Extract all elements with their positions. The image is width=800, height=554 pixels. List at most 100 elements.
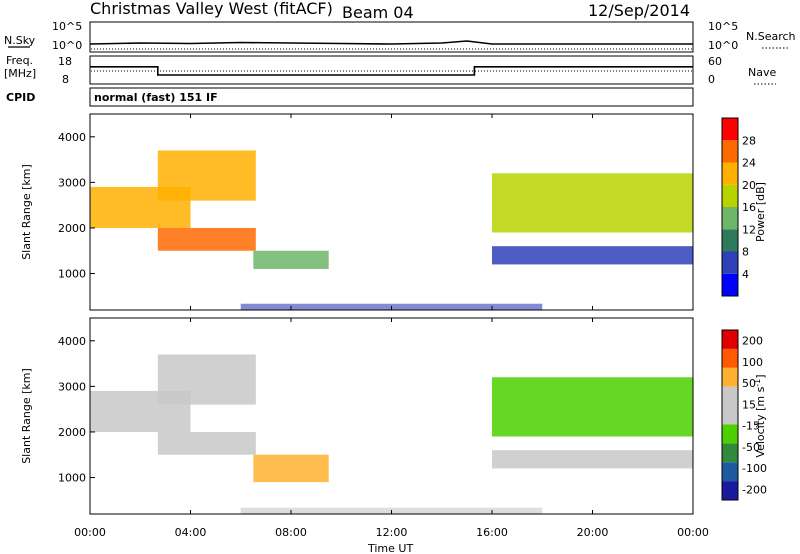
colorbar-tick-label: 8 bbox=[742, 246, 749, 259]
freq-tick-bottom: 8 bbox=[62, 73, 69, 86]
page-title: Christmas Valley West (fitACF) bbox=[90, 0, 333, 18]
nsky-axis-label: N.Sky bbox=[4, 34, 36, 47]
x-tick-label: 20:00 bbox=[577, 526, 609, 539]
freq-frame bbox=[89, 55, 694, 85]
y-tick-label: 2000 bbox=[58, 426, 86, 439]
colorbar-frame bbox=[721, 329, 739, 501]
colorbar-swatch bbox=[722, 184, 738, 207]
power-y-ticks: 1000 2000 3000 4000 bbox=[58, 131, 95, 281]
colorbar-tick-label: 100 bbox=[742, 356, 763, 369]
colorbar-swatch bbox=[722, 405, 738, 425]
nsky-tick-top: 10^5 bbox=[52, 20, 82, 33]
colorbar-swatch bbox=[722, 118, 738, 141]
heatmap-cell bbox=[253, 454, 329, 483]
velocity-colorbar-label: Velocity [m s-1] bbox=[753, 374, 767, 457]
colorbar-tick-label: 16 bbox=[742, 201, 756, 214]
x-tick-label: 12:00 bbox=[376, 526, 408, 539]
colorbar-swatch bbox=[722, 424, 738, 444]
nave-tick-bottom: 0 bbox=[708, 73, 715, 86]
y-tick-label: 1000 bbox=[58, 472, 86, 485]
colorbar-swatch bbox=[722, 443, 738, 463]
colorbar-swatch bbox=[722, 481, 738, 500]
colorbar-swatch bbox=[722, 367, 738, 387]
nsearch-tick-top: 10^5 bbox=[708, 20, 738, 33]
colorbar-tick-label: 20 bbox=[742, 179, 756, 192]
colorbar-tick-label: 4 bbox=[742, 268, 749, 281]
beam-label: Beam 04 bbox=[342, 3, 414, 22]
y-tick-label: 2000 bbox=[58, 222, 86, 235]
power-colorbar: 4 8 12 16 20 24 28 bbox=[721, 117, 756, 297]
y-tick-label: 3000 bbox=[58, 176, 86, 189]
colorbar-swatch bbox=[722, 386, 738, 406]
nsearch-axis-label: N.Search bbox=[746, 30, 796, 43]
colorbar-swatch bbox=[722, 330, 738, 349]
heatmap-cell bbox=[157, 227, 256, 251]
heatmap-cell bbox=[492, 377, 693, 437]
date-label: 12/Sep/2014 bbox=[588, 1, 690, 20]
colorbar-tick-label: 50 bbox=[742, 377, 756, 390]
colorbar-swatch bbox=[722, 207, 738, 230]
colorbar-tick-label: -15 bbox=[742, 420, 760, 433]
colorbar-swatch bbox=[722, 462, 738, 482]
x-tick-label: 16:00 bbox=[476, 526, 508, 539]
colorbar-swatch bbox=[722, 229, 738, 252]
colorbar-swatch bbox=[722, 140, 738, 163]
heatmap-cell bbox=[157, 354, 256, 405]
colorbar-swatch bbox=[722, 251, 738, 274]
velocity-heatmap bbox=[90, 354, 693, 514]
heatmap-cell bbox=[253, 250, 329, 269]
nsearch-tick-bottom: 10^0 bbox=[708, 39, 738, 52]
colorbar-swatch bbox=[722, 162, 738, 185]
x-tick-label: 08:00 bbox=[275, 526, 307, 539]
x-tick-label: 00:00 bbox=[74, 526, 106, 539]
velocity-y-axis-label: Slant Range [km] bbox=[20, 368, 33, 464]
nave-tick-top: 60 bbox=[708, 55, 722, 68]
colorbar-tick-label: 24 bbox=[742, 157, 756, 170]
cpid-frame bbox=[89, 87, 694, 107]
heatmap-cell bbox=[157, 150, 256, 201]
colorbar-tick-label: 12 bbox=[742, 223, 756, 236]
power-heatmap bbox=[90, 150, 693, 310]
power-y-axis-label: Slant Range [km] bbox=[20, 164, 33, 260]
velocity-colorbar-label-main: Velocity [m s bbox=[754, 386, 767, 457]
cpid-label: CPID bbox=[6, 91, 35, 104]
x-tick-label: 04:00 bbox=[175, 526, 207, 539]
velocity-y-ticks: 1000 2000 3000 4000 bbox=[58, 335, 95, 485]
colorbar-tick-label: 200 bbox=[742, 335, 763, 348]
y-tick-label: 3000 bbox=[58, 380, 86, 393]
nsky-frame bbox=[89, 21, 694, 53]
freq-tick-top: 18 bbox=[58, 55, 72, 68]
x-axis-label: Time UT bbox=[367, 542, 413, 554]
nave-axis-label: Nave bbox=[748, 66, 776, 79]
heatmap-cell bbox=[157, 431, 256, 455]
colorbar-tick-label: -50 bbox=[742, 441, 760, 454]
nsky-panel: N.Sky 10^5 10^0 10^5 10^0 N.Search bbox=[4, 20, 796, 53]
x-tick-label: 00:00 bbox=[677, 526, 709, 539]
colorbar-tick-label: -100 bbox=[742, 462, 767, 475]
heatmap-cell bbox=[492, 173, 693, 233]
freq-series-line bbox=[90, 66, 693, 76]
y-tick-label: 4000 bbox=[58, 131, 86, 144]
velocity-panel: 1000 2000 3000 4000 Slant Range [km] 200 100… bbox=[20, 317, 767, 515]
heatmap-cell bbox=[492, 450, 693, 469]
colorbar-frame bbox=[721, 117, 739, 297]
y-tick-label: 1000 bbox=[58, 268, 86, 281]
nsky-tick-bottom: 10^0 bbox=[52, 39, 82, 52]
colorbar-tick-label: 15 bbox=[742, 398, 756, 411]
colorbar-tick-label: 28 bbox=[742, 134, 756, 147]
velocity-colorbar: 200 100 50 15 -15 -50 -100 -200 bbox=[721, 329, 767, 501]
y-tick-label: 4000 bbox=[58, 335, 86, 348]
colorbar-tick-label: -200 bbox=[742, 483, 767, 496]
x-axis-ticks: 00:00 04:00 08:00 12:00 16:00 20:00 00:00 bbox=[74, 114, 709, 539]
freq-axis-label-2: [MHz] bbox=[4, 67, 36, 80]
freq-panel: Freq. [MHz] 18 8 60 0 Nave bbox=[4, 54, 776, 86]
freq-axis-label-1: Freq. bbox=[6, 54, 33, 67]
nsky-series-line bbox=[89, 40, 693, 45]
velocity-colorbar-label-exp: -1 bbox=[753, 379, 762, 387]
colorbar-swatch bbox=[722, 273, 738, 296]
power-panel: 1000 2000 3000 4000 Slant Range [km] 4 8 12 16… bbox=[20, 113, 767, 311]
power-colorbar-label: Power [dB] bbox=[754, 182, 767, 242]
cpid-value: normal (fast) 151 IF bbox=[94, 91, 218, 104]
heatmap-cell bbox=[492, 246, 693, 265]
